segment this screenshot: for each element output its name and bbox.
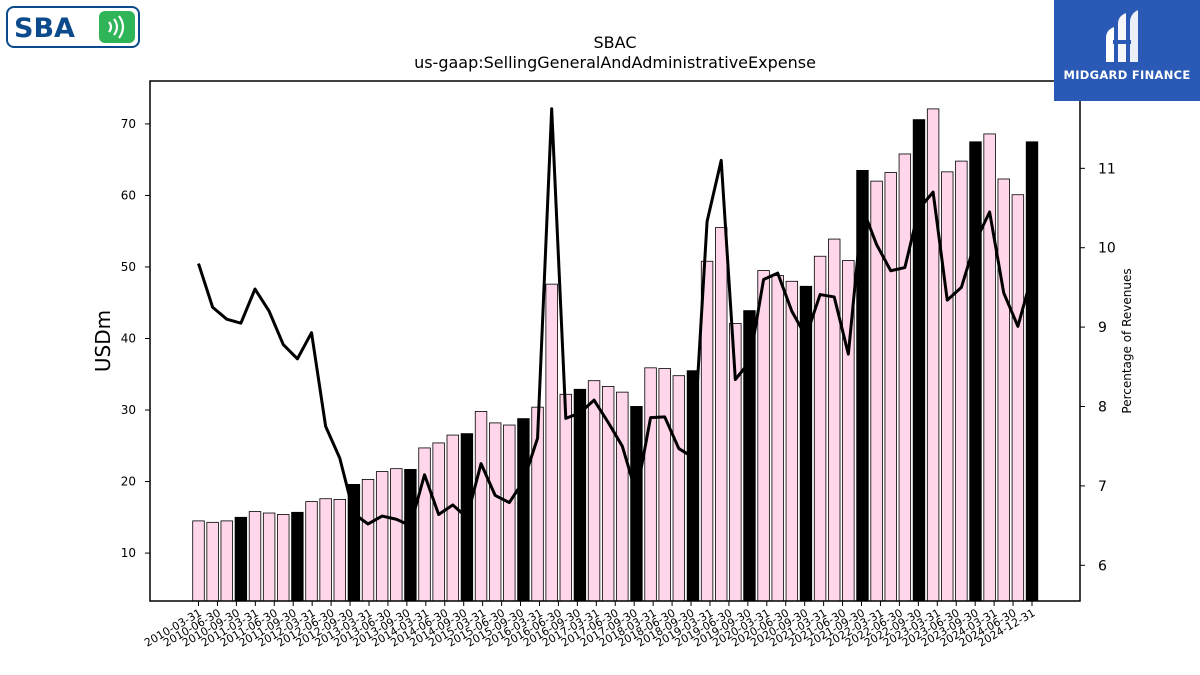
- bar: [926, 108, 940, 602]
- bar: [375, 471, 389, 602]
- bar: [234, 516, 248, 602]
- bar: [969, 141, 982, 602]
- bar: [446, 434, 459, 602]
- bar: [220, 520, 233, 602]
- bar: [715, 227, 728, 602]
- y2-tick-label: 10: [1098, 241, 1116, 257]
- bar: [545, 283, 558, 602]
- y2-tick-label: 8: [1098, 399, 1107, 415]
- midgard-m-icon: [1106, 10, 1138, 62]
- plot-frame: [149, 80, 1081, 602]
- bar: [503, 424, 516, 602]
- percentage-line: [197, 107, 1034, 528]
- y-tick-label: 50: [121, 260, 136, 274]
- midgard-logo-text: MIDGARD FINANCE: [1063, 68, 1191, 82]
- bar: [757, 270, 770, 602]
- y2-tick-label: 11: [1098, 161, 1116, 177]
- bar: [404, 468, 417, 602]
- y-tick-label: 10: [121, 546, 136, 560]
- bar: [771, 275, 784, 602]
- y-axis-label: USDm: [91, 310, 115, 372]
- bar: [248, 511, 262, 602]
- y2-tick-label: 6: [1098, 558, 1107, 574]
- bar: [630, 406, 643, 602]
- sba-logo: SBA: [6, 6, 140, 48]
- signal-waves-icon: [99, 11, 135, 43]
- bar: [941, 171, 954, 602]
- bar: [573, 388, 587, 602]
- bar: [277, 514, 290, 602]
- bar-series: [192, 108, 1039, 602]
- bar: [1011, 194, 1025, 602]
- y-tick-label: 30: [121, 403, 136, 417]
- bar: [262, 512, 276, 602]
- bar: [912, 119, 926, 602]
- line-series: [197, 107, 1034, 528]
- bar: [955, 160, 968, 602]
- bar: [319, 498, 332, 602]
- y-axis-right: 6 7 8 9 10 11: [1080, 161, 1116, 574]
- bar: [291, 511, 304, 602]
- bar: [658, 368, 671, 602]
- bar: [361, 478, 375, 602]
- chart-title: SBAC: [593, 33, 637, 52]
- bar: [785, 280, 799, 602]
- bar: [1025, 141, 1039, 602]
- y-tick-label: 60: [121, 188, 136, 202]
- bar: [898, 153, 912, 602]
- bar: [305, 501, 318, 602]
- bar: [616, 391, 629, 602]
- bar: [192, 520, 205, 602]
- midgard-finance-logo: MIDGARD FINANCE: [1054, 0, 1200, 101]
- y2-axis-label: Percentage of Revenues: [1120, 268, 1134, 413]
- bar: [474, 411, 488, 602]
- bar: [672, 375, 686, 602]
- bar: [997, 178, 1010, 602]
- bar: [333, 499, 346, 602]
- y-tick-label: 70: [121, 117, 136, 131]
- y2-tick-label: 7: [1098, 479, 1107, 495]
- sba-logo-text: SBA: [14, 13, 75, 44]
- chart-subtitle: us-gaap:SellingGeneralAndAdministrativeE…: [414, 53, 816, 72]
- bar: [644, 367, 657, 602]
- bar: [206, 521, 219, 602]
- bar: [884, 172, 897, 602]
- y2-tick-label: 9: [1098, 320, 1107, 336]
- bar: [418, 447, 431, 602]
- y-axis-left: 10 20 30 40 50 60 70: [121, 117, 150, 560]
- bar: [390, 468, 403, 602]
- bar: [517, 418, 530, 602]
- bar: [559, 393, 572, 602]
- bar: [587, 380, 601, 602]
- y-tick-label: 40: [121, 331, 136, 345]
- y-tick-label: 20: [121, 475, 136, 489]
- bar: [983, 133, 996, 602]
- bar: [488, 422, 502, 602]
- bar: [828, 238, 841, 602]
- x-axis: 2010-03-312010-06-302010-09-302011-03-31…: [142, 601, 1038, 650]
- bar: [432, 442, 445, 602]
